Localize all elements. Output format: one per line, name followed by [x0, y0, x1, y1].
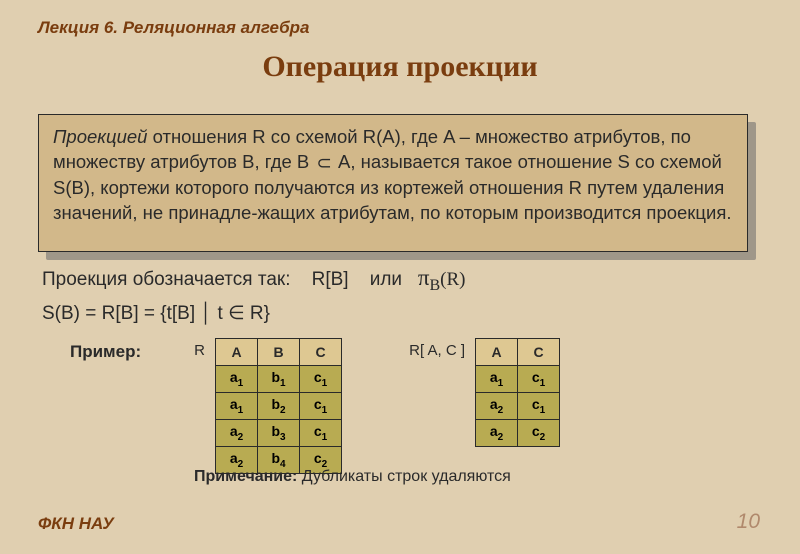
table-cell: c1: [300, 366, 342, 393]
note-bold: Примечание:: [194, 468, 297, 485]
table-proj: ACa1c1a2c1a2c2: [475, 338, 560, 447]
notation-text: Проекция обозначается так:: [42, 269, 291, 290]
table-r-label: R: [194, 342, 215, 359]
formula: S(B) = R[B] = {t[B] │ t ∈ R}: [42, 302, 270, 325]
table-row: a2c1: [476, 393, 560, 420]
table-cell: a2: [216, 420, 258, 447]
table-cell: b2: [258, 393, 300, 420]
table-row: a1b1c1: [216, 366, 342, 393]
table-cell: c2: [518, 420, 560, 447]
note: Примечание: Дубликаты строк удаляются: [194, 468, 511, 486]
table-cell: c1: [300, 420, 342, 447]
table-proj-label: R[ A, C ]: [409, 342, 475, 359]
table-header: A: [216, 339, 258, 366]
pi-expression: πB(R): [418, 269, 466, 290]
footer-left: ФКН НАУ: [38, 514, 114, 534]
table-header: C: [518, 339, 560, 366]
table-cell: c1: [518, 393, 560, 420]
table-row: a1b2c1: [216, 393, 342, 420]
pi-sub: B: [430, 277, 441, 294]
page-number: 10: [737, 510, 760, 534]
table-cell: c1: [518, 366, 560, 393]
note-text: Дубликаты строк удаляются: [297, 468, 510, 485]
pi-arg: (R): [440, 269, 465, 290]
table-row: a2c2: [476, 420, 560, 447]
table-header: C: [300, 339, 342, 366]
notation-line: Проекция обозначается так: R[B] или πB(R…: [42, 265, 466, 295]
table-r-wrap: R ABCa1b1c1a1b2c1a2b3c1a2b4c2: [215, 338, 342, 474]
table-cell: b1: [258, 366, 300, 393]
table-header: A: [476, 339, 518, 366]
table-cell: a2: [476, 420, 518, 447]
table-row: a1c1: [476, 366, 560, 393]
notation-or: или: [370, 269, 402, 290]
table-cell: c1: [300, 393, 342, 420]
table-proj-wrap: R[ A, C ] ACa1c1a2c1a2c2: [475, 338, 560, 447]
definition-box: Проекцией отношения R со схемой R(A), гд…: [38, 114, 748, 252]
example-label: Пример:: [70, 342, 141, 362]
slide: Лекция 6. Реляционная алгебра Операция п…: [0, 0, 800, 554]
lecture-header: Лекция 6. Реляционная алгебра: [38, 18, 762, 38]
table-cell: a1: [216, 393, 258, 420]
notation-rb: R[B]: [312, 269, 349, 290]
table-cell: a2: [476, 393, 518, 420]
table-row: a2b3c1: [216, 420, 342, 447]
table-cell: a1: [476, 366, 518, 393]
page-title: Операция проекции: [38, 50, 762, 84]
table-cell: b3: [258, 420, 300, 447]
definition-text: Проекцией отношения R со схемой R(A), гд…: [53, 126, 732, 223]
table-cell: a1: [216, 366, 258, 393]
table-r: ABCa1b1c1a1b2c1a2b3c1a2b4c2: [215, 338, 342, 474]
table-header: B: [258, 339, 300, 366]
